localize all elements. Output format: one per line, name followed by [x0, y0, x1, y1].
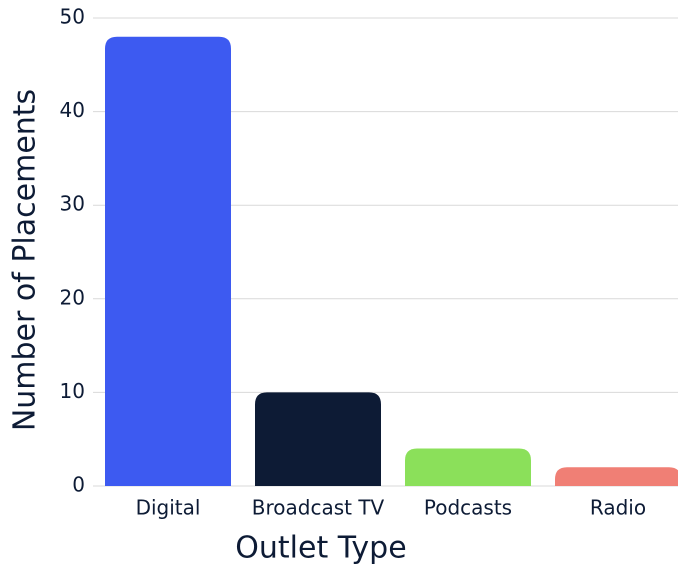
y-tick-label: 10 — [60, 379, 85, 403]
x-tick-label: Broadcast TV — [252, 496, 385, 520]
x-axis-title: Outlet Type — [235, 531, 406, 566]
bar — [255, 392, 381, 486]
bar — [105, 36, 231, 486]
x-tick-label: Podcasts — [424, 496, 512, 520]
x-tick-label: Radio — [590, 496, 646, 520]
bar — [405, 448, 531, 486]
y-tick-label: 20 — [60, 285, 85, 309]
y-tick-label: 40 — [60, 98, 85, 122]
x-tick-label: Digital — [136, 496, 201, 520]
y-axis-title: Number of Placements — [8, 89, 43, 431]
y-tick-label: 0 — [72, 473, 85, 497]
y-tick-label: 30 — [60, 192, 85, 216]
y-tick-label: 50 — [60, 5, 85, 29]
bar — [555, 467, 678, 486]
